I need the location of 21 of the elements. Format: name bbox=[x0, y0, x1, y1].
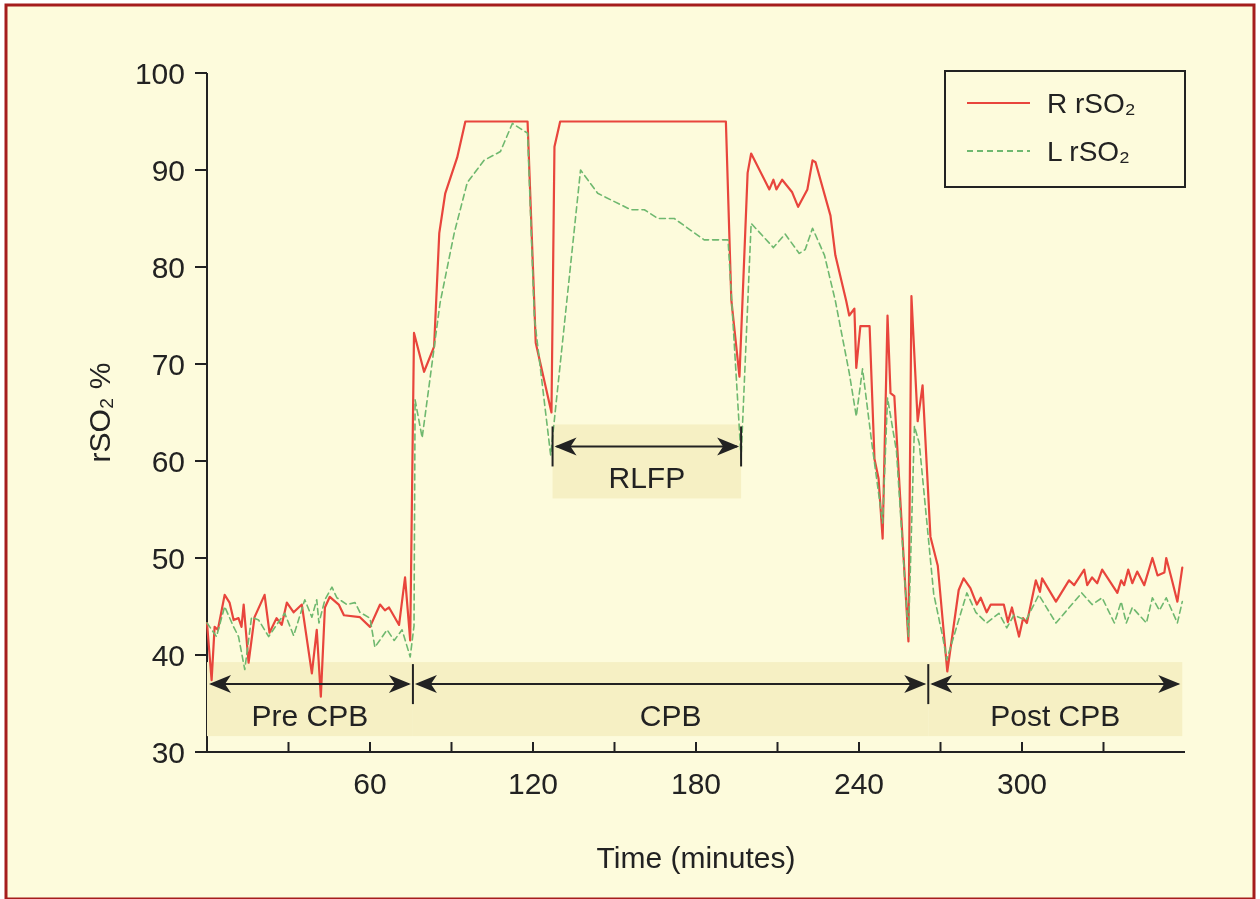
y-tick-label: 40 bbox=[151, 638, 185, 672]
y-tick-label: 100 bbox=[134, 56, 185, 90]
y-tick-label: 80 bbox=[151, 250, 185, 284]
y-tick-label: 50 bbox=[151, 541, 185, 575]
x-tick-label: 300 bbox=[996, 767, 1048, 800]
x-tick-label: 240 bbox=[833, 767, 885, 800]
band-label: CPB bbox=[639, 699, 702, 733]
band-label: Post CPB bbox=[990, 699, 1121, 733]
x-tick-label: 180 bbox=[670, 767, 722, 800]
band-label: Pre CPB bbox=[251, 699, 369, 733]
legend-label: L rSO₂ bbox=[1047, 135, 1130, 167]
y-tick-label: 60 bbox=[151, 444, 185, 478]
x-tick-label: 60 bbox=[353, 767, 387, 800]
y-tick-label: 30 bbox=[151, 735, 185, 769]
band-label: RLFP bbox=[608, 461, 686, 495]
y-tick-label: 90 bbox=[151, 153, 185, 187]
x-tick-label: 120 bbox=[507, 767, 559, 800]
x-axis-title: Time (minutes) bbox=[596, 841, 796, 874]
legend-label: R rSO₂ bbox=[1047, 87, 1136, 119]
y-tick-label: 70 bbox=[151, 347, 185, 381]
y-axis-title: rSO₂ % bbox=[83, 362, 116, 463]
